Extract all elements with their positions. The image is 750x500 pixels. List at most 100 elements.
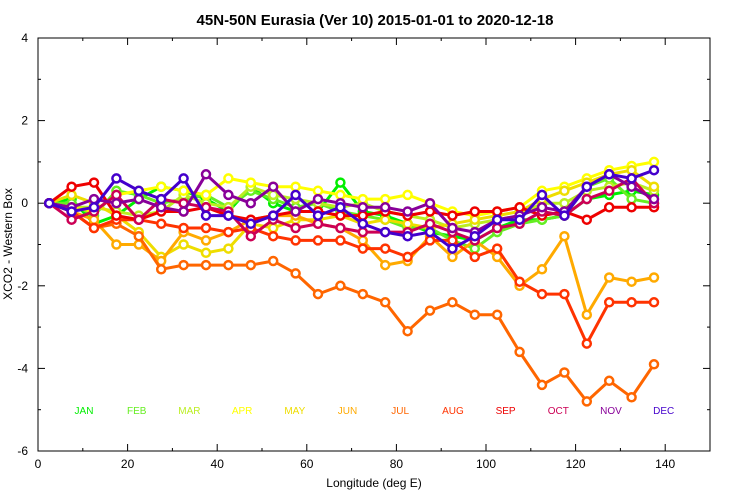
y-tick-label: -2 (17, 279, 28, 293)
data-point (603, 169, 615, 180)
legend-item: JUN (338, 406, 357, 417)
data-point (312, 218, 324, 230)
data-point (626, 173, 637, 184)
data-point (491, 222, 503, 234)
data-point (335, 210, 346, 221)
data-point (402, 230, 413, 242)
legend-item: JAN (75, 406, 94, 417)
x-tick-label: 40 (211, 457, 225, 471)
x-tick-label: 140 (655, 457, 675, 471)
x-axis-label: Longitude (deg E) (326, 476, 421, 490)
data-point (178, 206, 189, 217)
chart-title: 45N-50N Eurasia (Ver 10) 2015-01-01 to 2… (197, 12, 554, 29)
data-point (581, 309, 593, 320)
data-point (357, 288, 369, 300)
data-point (424, 206, 436, 217)
data-point (43, 197, 55, 209)
data-point (335, 222, 346, 234)
data-point (447, 210, 458, 221)
data-point (245, 177, 257, 188)
data-point (626, 164, 637, 176)
data-point (178, 259, 189, 271)
data-point (514, 346, 525, 358)
data-point (536, 264, 548, 275)
legend-item: JUL (391, 406, 409, 417)
data-point (648, 164, 660, 176)
data-point (447, 251, 458, 263)
data-point (357, 210, 369, 221)
data-point (312, 210, 324, 221)
data-point (155, 264, 167, 275)
data-point (514, 276, 525, 287)
legend-item: FEB (127, 406, 147, 417)
data-point (402, 325, 413, 337)
data-point (200, 210, 212, 221)
y-tick-label: 2 (21, 114, 28, 128)
data-point (88, 202, 100, 213)
data-point (178, 239, 189, 250)
series-line (48, 160, 655, 218)
data-point (603, 202, 615, 213)
data-point (200, 235, 212, 246)
y-tick-label: -4 (17, 361, 28, 375)
data-point (424, 235, 436, 246)
data-point (335, 235, 346, 246)
data-point (491, 243, 503, 254)
legend-item: MAY (284, 406, 305, 417)
data-point (133, 214, 145, 225)
series-line (48, 201, 654, 346)
x-tick-label: 0 (35, 457, 42, 471)
x-tick-label: 20 (121, 457, 135, 471)
data-point (200, 169, 212, 180)
data-point (626, 276, 637, 287)
data-point (379, 297, 391, 308)
series-layer (43, 156, 660, 407)
legend-item: AUG (442, 406, 464, 417)
data-point (603, 375, 615, 387)
legend-item: DEC (653, 406, 674, 417)
series-line (48, 168, 655, 251)
data-point (357, 226, 369, 238)
data-point (133, 185, 145, 197)
data-point (648, 181, 660, 192)
data-point (290, 181, 301, 192)
data-point (514, 214, 525, 225)
y-tick-label: 4 (21, 31, 28, 45)
data-point (626, 202, 637, 213)
data-point (402, 218, 413, 230)
series-jul (43, 197, 660, 407)
data-point (223, 259, 234, 271)
data-point (581, 214, 593, 225)
data-point (581, 193, 593, 205)
data-point (581, 181, 593, 192)
data-point (267, 189, 279, 201)
legend: JAN FEB MAR APR MAY JUN JUL AUG SEP OCT NOV DEC (75, 406, 675, 417)
data-point (290, 206, 301, 217)
data-point (648, 359, 660, 370)
data-point (66, 181, 77, 192)
data-point (267, 255, 279, 267)
data-point (424, 226, 436, 238)
data-point (66, 189, 77, 201)
data-point (312, 288, 324, 300)
data-point (559, 230, 570, 242)
data-point (469, 251, 481, 263)
x-tick-label: 60 (300, 457, 314, 471)
data-point (581, 396, 593, 407)
data-point (603, 272, 615, 283)
data-point (514, 202, 525, 213)
data-point (559, 288, 570, 300)
data-point (111, 197, 122, 209)
data-point (290, 222, 301, 234)
y-tick-label: 0 (21, 196, 28, 210)
data-point (335, 189, 346, 201)
data-point (491, 214, 503, 225)
data-point (290, 268, 301, 279)
data-point (178, 222, 189, 234)
data-point (66, 214, 77, 225)
data-point (402, 189, 413, 201)
data-point (267, 210, 279, 221)
y-axis-label: XCO2 - Western Box (1, 188, 15, 300)
data-point (402, 251, 413, 263)
data-point (312, 235, 324, 246)
